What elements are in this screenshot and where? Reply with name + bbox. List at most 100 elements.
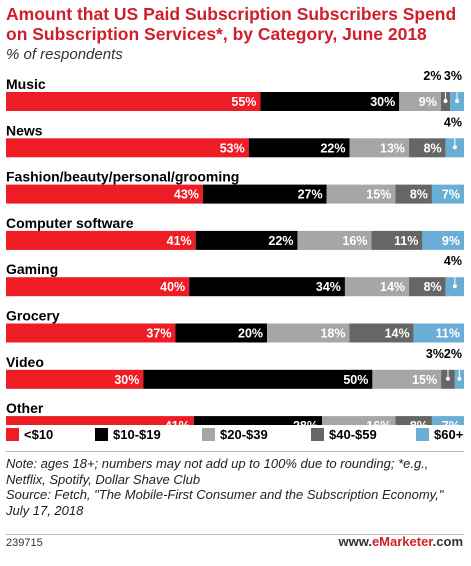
data-label: 8% (424, 141, 442, 155)
legend-item: $60+ (416, 427, 463, 442)
legend-swatch (6, 428, 19, 441)
bar-segment (371, 230, 423, 250)
category-label: Gaming (6, 261, 58, 277)
footer-divider (6, 451, 464, 452)
data-label: 22% (268, 234, 293, 248)
data-label: 11% (436, 327, 460, 341)
bar-segment (6, 323, 176, 343)
data-label: 22% (320, 141, 345, 155)
data-label: 15% (412, 373, 437, 387)
data-label: 20% (238, 327, 263, 341)
data-label: 9% (442, 234, 460, 248)
legend-label: $10-$19 (113, 427, 161, 442)
bar-segment (349, 323, 414, 343)
category-label: Video (6, 354, 44, 370)
data-label: 8% (410, 419, 428, 425)
callout-dot (445, 376, 450, 381)
brand-name: eMarketer (371, 534, 433, 549)
bar-segment (267, 323, 350, 343)
data-label: 28% (293, 419, 318, 425)
callout-dot (443, 99, 448, 103)
bar-segment (322, 416, 396, 425)
legend-label: $60+ (434, 427, 464, 442)
bar-segment (260, 92, 400, 111)
category-label: Computer software (6, 215, 134, 231)
data-label: 7% (442, 419, 460, 425)
callout-label: 4% (444, 115, 462, 129)
bar-segment (399, 92, 441, 111)
callout-dot (452, 145, 457, 150)
data-label: 13% (380, 141, 405, 155)
legend-item: $10-$19 (95, 427, 161, 442)
data-label: 50% (343, 373, 368, 387)
chart-title: Amount that US Paid Subscription Subscri… (6, 4, 457, 44)
category-label: Fashion/beauty/personal/grooming (6, 169, 239, 185)
legend-item: $20-$39 (202, 427, 268, 442)
bar-segment (395, 416, 432, 425)
callout-label: 2% (444, 347, 462, 361)
callout-dot (457, 376, 462, 381)
bar-segment (409, 138, 446, 158)
bar-segment (297, 230, 372, 250)
data-label: 34% (316, 280, 341, 294)
brand-prefix: www. (338, 534, 372, 549)
bar-segment (6, 92, 261, 111)
category-label: Grocery (6, 308, 60, 324)
data-label: 16% (366, 419, 391, 425)
legend-item: <$10 (6, 427, 53, 442)
bar-segment (248, 138, 350, 158)
bar-segment (6, 138, 249, 158)
bar-segment (349, 138, 410, 158)
footer-divider-bottom (6, 534, 464, 535)
data-label: 8% (424, 280, 442, 294)
callout-label: 3% (444, 69, 462, 83)
data-label: 41% (167, 234, 192, 248)
bar-segment (195, 230, 298, 250)
callout-dot (455, 99, 460, 103)
legend-label: $40-$59 (329, 427, 377, 442)
bar-segment (344, 277, 410, 297)
bar-segment (6, 184, 203, 204)
bar-segment (395, 184, 432, 204)
data-label: 7% (442, 188, 460, 202)
bar-segment (6, 416, 194, 425)
legend-swatch (416, 428, 429, 441)
bar-segment (189, 277, 345, 297)
bar-segment (6, 230, 196, 250)
legend-label: <$10 (24, 427, 54, 442)
bar-segment (6, 369, 144, 389)
legend-item: $40-$59 (311, 427, 377, 442)
data-label: 53% (220, 141, 245, 155)
callout-label: 4% (444, 254, 462, 268)
category-label: News (6, 122, 43, 138)
bar-segment (372, 369, 442, 389)
data-label: 14% (385, 327, 410, 341)
data-label: 43% (174, 188, 199, 202)
data-label: 55% (231, 95, 256, 109)
callout-dot (452, 284, 457, 289)
legend-swatch (311, 428, 324, 441)
callout-label: 2% (423, 69, 441, 83)
data-label: 16% (342, 234, 367, 248)
bar-segment (175, 323, 268, 343)
bar-segment (431, 416, 464, 425)
legend-swatch (202, 428, 215, 441)
data-label: 14% (380, 280, 405, 294)
data-label: 9% (419, 95, 437, 109)
bar-segment (193, 416, 323, 425)
bar-segment (202, 184, 327, 204)
brand-logo: www.eMarketer.com (338, 534, 463, 549)
legend-swatch (95, 428, 108, 441)
data-label: 11% (394, 234, 418, 248)
data-label: 30% (370, 95, 395, 109)
bar-segment (6, 277, 190, 297)
bar-segment (409, 277, 446, 297)
bar-segment (431, 184, 464, 204)
bar-segment (413, 323, 464, 343)
source-text: Source: Fetch, "The Mobile-First Consume… (6, 487, 444, 518)
chart-subtitle: % of respondents (6, 46, 123, 63)
callout-label: 3% (426, 347, 444, 361)
category-label: Other (6, 400, 44, 416)
bar-segment (143, 369, 373, 389)
legend-label: $20-$39 (220, 427, 268, 442)
